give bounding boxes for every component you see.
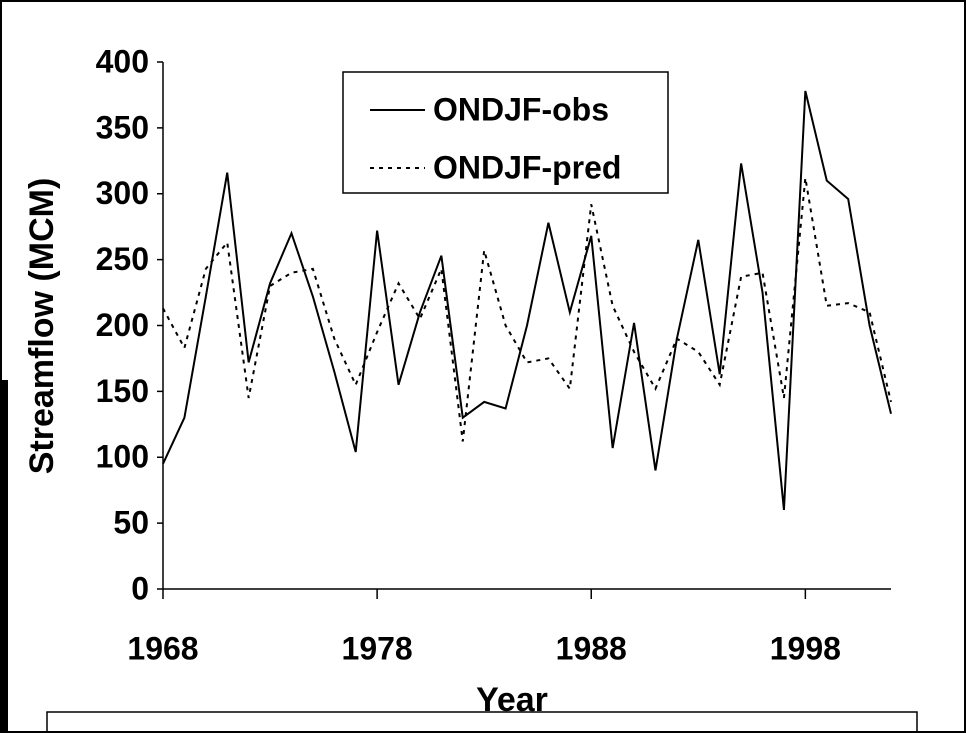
legend-label: ONDJF-pred (433, 149, 621, 185)
y-tick-label: 100 (96, 439, 149, 475)
y-tick-label: 400 (96, 43, 149, 79)
left-edge (0, 380, 8, 733)
lower-box (46, 711, 918, 733)
x-tick-label: 1988 (556, 630, 627, 666)
y-tick-label: 50 (113, 505, 149, 541)
y-tick-label: 150 (96, 373, 149, 409)
x-tick-label: 1978 (342, 630, 413, 666)
y-tick-label: 300 (96, 175, 149, 211)
y-axis-label: Streamflow (MCM) (23, 178, 61, 475)
data-line (162, 90, 892, 511)
y-tick-label: 0 (131, 570, 149, 606)
x-axis-label: Year (476, 681, 548, 719)
y-tick-label: 200 (96, 307, 149, 343)
data-line (162, 177, 892, 442)
x-tick-label: 1968 (127, 630, 198, 666)
y-tick-label: 250 (96, 241, 149, 277)
legend-label: ONDJF-obs (433, 91, 609, 127)
x-tick-label: 1998 (770, 630, 841, 666)
y-tick-label: 350 (96, 109, 149, 145)
legend-box (342, 71, 669, 194)
